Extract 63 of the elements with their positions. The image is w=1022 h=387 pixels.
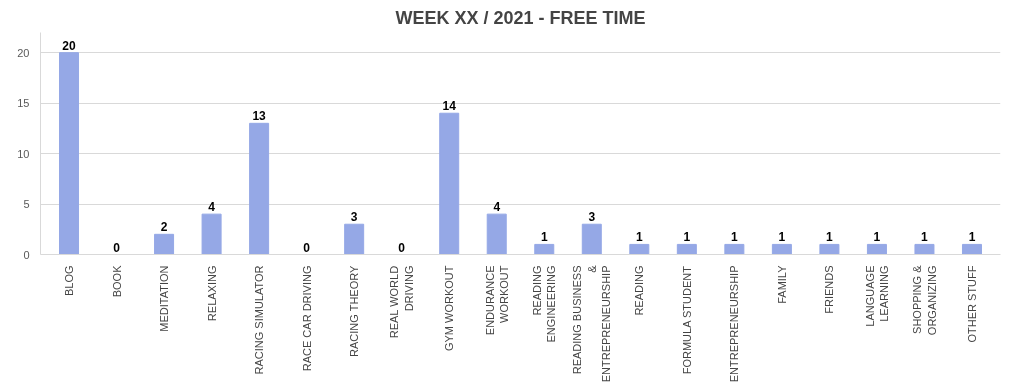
bar bbox=[961, 243, 982, 255]
x-tick-label: LANGUAGE LEARNING bbox=[863, 265, 891, 327]
data-label: 2 bbox=[160, 220, 168, 235]
bar bbox=[154, 233, 175, 255]
data-label: 1 bbox=[921, 230, 929, 245]
x-tick-label: BOOK bbox=[110, 264, 123, 298]
data-label: 1 bbox=[540, 230, 548, 245]
bar bbox=[724, 243, 745, 255]
bar bbox=[914, 243, 935, 255]
bar bbox=[59, 52, 80, 255]
x-tick-label: RELAXING bbox=[205, 265, 218, 322]
y-tick-label: 10 bbox=[17, 147, 30, 160]
x-tick-label: RACING SIMULATOR bbox=[253, 265, 266, 375]
data-label: 1 bbox=[731, 230, 739, 245]
x-tick-label: RACE CAR DRIVING bbox=[300, 265, 313, 372]
bar bbox=[249, 122, 270, 255]
data-label: 3 bbox=[350, 210, 358, 225]
x-tick-label: READING bbox=[633, 265, 646, 316]
data-label: 1 bbox=[778, 230, 786, 245]
x-tick-label: GYM WORKOUT bbox=[443, 265, 456, 352]
x-tick-label: ENTREPRENEURSHIP bbox=[728, 265, 741, 383]
x-tick-label: SHOPPING & ORGANIZING bbox=[911, 264, 938, 336]
data-label: 4 bbox=[493, 200, 501, 215]
data-label: 1 bbox=[826, 230, 834, 245]
data-label: 0 bbox=[398, 240, 406, 255]
data-label: 1 bbox=[635, 230, 643, 245]
data-label: 14 bbox=[442, 99, 457, 114]
data-label: 1 bbox=[873, 230, 881, 245]
bar bbox=[344, 223, 365, 255]
y-tick-label: 0 bbox=[23, 248, 30, 261]
x-tick-label: MEDITATION bbox=[158, 265, 171, 332]
x-tick-label: RACING THEORY bbox=[348, 265, 361, 357]
chart-title: WEEK XX / 2021 - FREE TIME bbox=[395, 7, 646, 28]
y-tick-label: 15 bbox=[17, 97, 30, 110]
bar bbox=[629, 243, 650, 255]
bar bbox=[866, 243, 887, 255]
x-tick-label: FORMULA STUDENT bbox=[680, 265, 693, 375]
data-label: 1 bbox=[968, 230, 976, 245]
x-tick-label: REAL WORLD DRIVING bbox=[388, 265, 415, 339]
bar bbox=[486, 213, 507, 255]
x-tick-label: BLOG bbox=[63, 265, 76, 297]
x-tick-label: READING BUSINESS & ENTREPRENEURSHIP bbox=[571, 264, 613, 383]
bar bbox=[534, 243, 555, 255]
x-tick-label: FAMILY bbox=[775, 264, 788, 304]
y-tick-label: 5 bbox=[23, 198, 30, 211]
y-tick-label: 20 bbox=[17, 46, 30, 59]
data-label: 13 bbox=[252, 109, 267, 124]
x-tick-label: ENDURANCE WORKOUT bbox=[483, 265, 510, 336]
data-label: 0 bbox=[113, 240, 121, 255]
data-label: 0 bbox=[303, 240, 311, 255]
bar bbox=[676, 243, 697, 255]
x-tick-label: FRIENDS bbox=[823, 265, 836, 314]
bar bbox=[201, 213, 222, 255]
x-tick-label: OTHER STUFF bbox=[965, 265, 978, 343]
bar bbox=[581, 223, 602, 255]
data-label: 20 bbox=[62, 38, 77, 53]
bar bbox=[771, 243, 792, 255]
data-label: 1 bbox=[683, 230, 691, 245]
bar bbox=[819, 243, 840, 255]
x-tick-label: READING ENGINEERING bbox=[531, 265, 558, 343]
data-label: 4 bbox=[208, 200, 216, 215]
bar bbox=[439, 112, 460, 255]
data-label: 3 bbox=[588, 210, 596, 225]
